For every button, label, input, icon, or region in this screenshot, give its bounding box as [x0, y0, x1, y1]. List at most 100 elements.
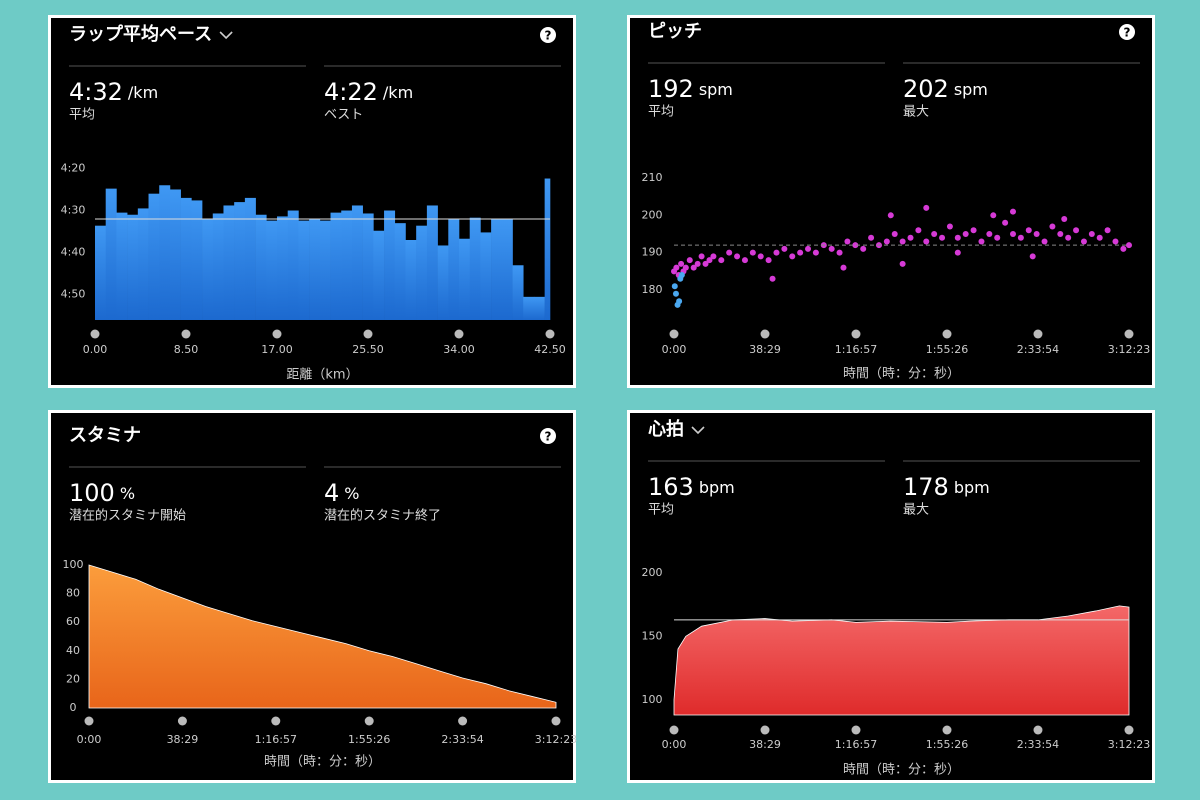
point	[1033, 230, 1040, 237]
point	[1009, 208, 1016, 215]
bar	[95, 225, 107, 320]
stat-label: 平均	[648, 105, 674, 120]
help-icon-text: ?	[1124, 26, 1131, 40]
point	[899, 260, 906, 267]
point	[765, 257, 772, 264]
point	[915, 227, 922, 234]
y-tick-label: 190	[642, 246, 663, 259]
bar	[459, 238, 471, 320]
bar	[277, 216, 289, 320]
bar	[148, 193, 160, 320]
bar	[437, 245, 449, 320]
x-tick-dot	[272, 329, 282, 339]
stat-value: 100	[69, 479, 115, 507]
point	[694, 260, 701, 267]
bar	[491, 218, 503, 320]
x-tick-label: 0:00	[662, 738, 687, 751]
stat-unit: /km	[383, 83, 413, 102]
bar	[426, 205, 438, 320]
bar	[137, 208, 149, 320]
stat-label: 平均	[648, 503, 674, 518]
stat-unit: bpm	[954, 478, 990, 497]
point	[1017, 234, 1024, 241]
stat-unit: bpm	[699, 478, 735, 497]
point	[734, 253, 741, 260]
point	[710, 253, 717, 260]
point	[954, 234, 961, 241]
y-tick-label: 100	[642, 693, 663, 706]
x-tick-label: 2:33:54	[1017, 343, 1059, 356]
point	[994, 234, 1001, 241]
stat-value: 163	[648, 473, 694, 501]
x-tick-label: 17.00	[261, 343, 293, 356]
point	[852, 242, 859, 249]
point	[757, 253, 764, 260]
x-tick-label: 8.50	[174, 343, 199, 356]
point	[690, 264, 697, 271]
stat-unit: %	[120, 484, 135, 503]
point	[990, 212, 997, 219]
point	[978, 238, 985, 245]
panel: 心拍 163 bpm 平均 178 bpm 最大 100 150 200 0:00 38:29 1:16…	[630, 413, 1152, 780]
bar	[533, 296, 545, 320]
x-tick-dot	[1124, 725, 1134, 735]
x-tick-dot	[458, 716, 468, 726]
stat: 163 bpm	[648, 473, 735, 501]
x-tick-label: 38:29	[749, 343, 781, 356]
bar	[266, 220, 278, 320]
bar	[116, 212, 128, 320]
x-tick-dot	[942, 329, 952, 339]
point	[769, 275, 776, 282]
x-tick-label: 1:16:57	[835, 738, 877, 751]
stat-unit: /km	[128, 83, 158, 102]
x-tick-label: 1:55:26	[926, 738, 968, 751]
point	[1088, 230, 1095, 237]
point	[899, 238, 906, 245]
bar	[309, 218, 321, 320]
panel-title: ピッチ	[648, 21, 702, 42]
point	[954, 249, 961, 256]
stat-value: 4	[324, 479, 339, 507]
x-tick-dot	[1033, 725, 1043, 735]
point	[673, 264, 680, 271]
y-tick-label: 4:20	[61, 161, 86, 174]
bar	[234, 202, 246, 320]
point	[741, 257, 748, 264]
area	[88, 564, 557, 709]
bar	[394, 223, 406, 320]
x-tick-label: 2:33:54	[441, 733, 483, 746]
point	[671, 283, 678, 290]
point	[840, 264, 847, 271]
point	[962, 230, 969, 237]
y-tick-label: 0	[70, 701, 77, 714]
panel: ラップ平均ペース ? 4:32/km 平均 4:22/km ベスト 4:20 4:30 4:40…	[51, 18, 573, 385]
y-tick-label: 200	[642, 566, 663, 579]
panel: ピッチ ? 192 spm 平均 202 spm 最大 180 190 200 210 0:00 38:2…	[630, 18, 1152, 385]
bar	[416, 225, 428, 320]
y-tick-label: 4:30	[61, 204, 86, 217]
point	[887, 212, 894, 219]
x-tick-dot	[551, 716, 561, 726]
x-tick-dot	[181, 329, 191, 339]
point	[686, 257, 693, 264]
point	[678, 272, 685, 279]
stat-unit: %	[344, 484, 359, 503]
point	[797, 249, 804, 256]
point	[986, 230, 993, 237]
point	[781, 245, 788, 252]
x-tick-label: 0:00	[77, 733, 102, 746]
bar	[298, 220, 310, 320]
bar	[469, 217, 481, 320]
x-tick-dot	[84, 716, 94, 726]
point	[923, 238, 930, 245]
bar	[202, 218, 214, 320]
point	[789, 253, 796, 260]
stat-value: 202	[903, 75, 949, 103]
bar	[169, 189, 181, 320]
bar	[223, 205, 235, 320]
point	[678, 260, 685, 267]
point	[1029, 253, 1036, 260]
y-tick-label: 150	[642, 629, 663, 642]
point	[706, 257, 713, 264]
point	[860, 245, 867, 252]
